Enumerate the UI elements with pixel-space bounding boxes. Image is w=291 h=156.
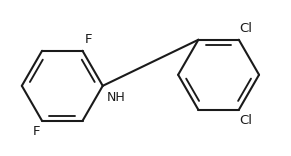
Text: F: F bbox=[33, 125, 40, 138]
Text: F: F bbox=[84, 33, 92, 46]
Text: Cl: Cl bbox=[240, 114, 253, 127]
Text: NH: NH bbox=[107, 91, 125, 104]
Text: Cl: Cl bbox=[240, 22, 253, 35]
